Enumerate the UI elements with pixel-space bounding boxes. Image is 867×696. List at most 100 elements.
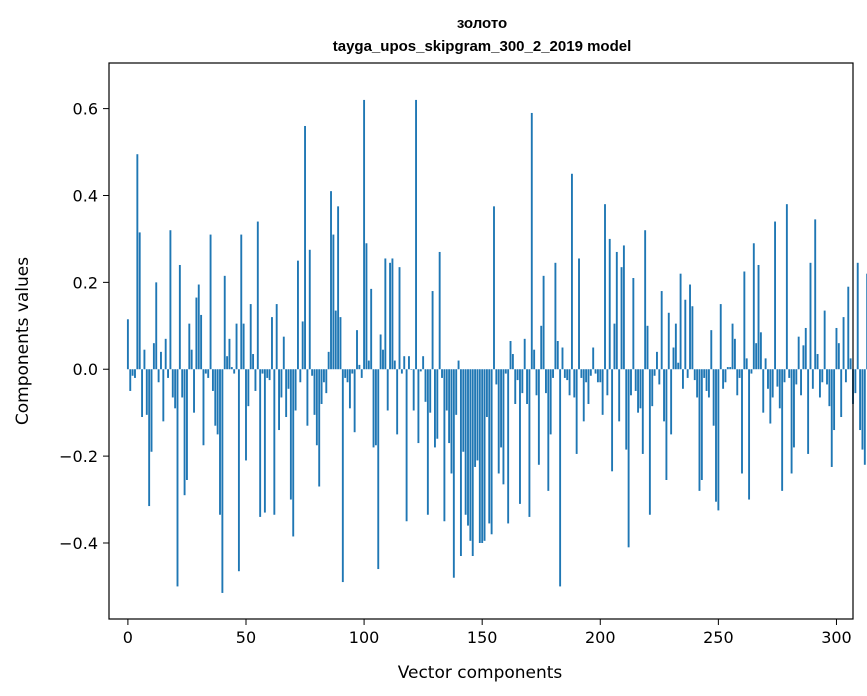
bar-15: [162, 369, 165, 422]
bar-70: [292, 369, 295, 537]
bar-249: [715, 369, 717, 502]
bar-257: [733, 338, 736, 370]
bar-203: [606, 369, 609, 396]
bar-81: [318, 369, 321, 487]
bar-308: [854, 369, 857, 394]
bar-80: [315, 369, 318, 446]
bar-123: [417, 369, 420, 444]
bar-251: [719, 304, 722, 370]
bar-299: [833, 369, 836, 431]
bar-286: [802, 345, 805, 370]
bar-120: [410, 369, 413, 370]
bar-148: [476, 369, 479, 461]
bar-158: [500, 369, 503, 448]
bar-162: [509, 341, 512, 370]
bar-130: [434, 369, 436, 448]
bar-27: [190, 349, 193, 370]
bar-246: [707, 369, 710, 398]
bar-312: [863, 369, 866, 465]
bar-283: [795, 369, 798, 385]
bar-85: [327, 351, 330, 370]
bar-186: [566, 369, 569, 381]
bar-258: [736, 369, 739, 396]
bar-84: [325, 369, 328, 394]
bar-series: [126, 99, 867, 593]
bar-94: [348, 369, 351, 409]
bar-137: [450, 369, 453, 474]
bar-270: [764, 358, 767, 370]
bar-83: [322, 369, 325, 383]
bar-264: [750, 369, 753, 374]
bar-266: [755, 343, 758, 370]
bar-305: [847, 286, 850, 370]
bar-9: [148, 369, 151, 507]
bar-276: [778, 369, 781, 409]
bar-179: [549, 369, 552, 435]
bar-182: [556, 341, 559, 370]
bar-221: [648, 369, 651, 515]
bar-157: [497, 369, 500, 474]
bar-293: [818, 369, 821, 398]
bar-297: [828, 369, 831, 407]
bar-60: [268, 369, 271, 381]
x-tick-label-300: 300: [821, 628, 852, 647]
bar-6: [141, 369, 144, 418]
bar-71: [294, 369, 297, 411]
bar-177: [545, 369, 547, 394]
bar-208: [618, 369, 621, 422]
bar-58: [263, 369, 266, 513]
bar-218: [641, 369, 644, 454]
bar-289: [809, 262, 812, 370]
bar-187: [568, 369, 571, 396]
bar-256: [731, 323, 734, 370]
bar-105: [374, 369, 377, 446]
bar-4: [136, 154, 139, 370]
bar-230: [670, 369, 673, 435]
bar-281: [790, 369, 793, 474]
bar-107: [379, 334, 382, 370]
bar-30: [197, 284, 200, 370]
bar-271: [767, 369, 769, 389]
bar-291: [814, 219, 817, 370]
bar-16: [164, 338, 167, 370]
bar-155: [493, 206, 495, 370]
bar-263: [748, 369, 751, 500]
bar-200: [599, 369, 602, 383]
bar-77: [308, 249, 311, 370]
bar-17: [167, 369, 169, 378]
bar-236: [684, 299, 687, 370]
bar-190: [575, 369, 578, 454]
bar-254: [726, 367, 729, 370]
bar-24: [183, 369, 186, 496]
bar-47: [237, 369, 240, 572]
bar-214: [632, 278, 635, 370]
bar-169: [526, 369, 528, 404]
bar-279: [785, 204, 788, 370]
bar-20: [174, 369, 177, 409]
bar-125: [422, 356, 425, 370]
bar-87: [332, 234, 335, 370]
bar-164: [514, 369, 517, 404]
bar-61: [271, 317, 273, 370]
bar-242: [698, 369, 701, 491]
bar-62: [273, 369, 276, 515]
bar-198: [594, 369, 597, 374]
bar-40: [221, 369, 224, 593]
bar-280: [788, 369, 791, 378]
y-tick-label-5: 0.6: [73, 100, 98, 119]
bar-284: [797, 336, 800, 370]
bar-134: [443, 369, 446, 522]
bar-227: [663, 369, 665, 422]
bar-176: [542, 275, 545, 370]
bar-202: [604, 204, 606, 370]
bar-309: [856, 262, 859, 370]
bar-201: [601, 369, 604, 415]
y-tick-label-3: 0.2: [73, 273, 98, 292]
bar-131: [436, 369, 439, 439]
bar-226: [660, 291, 663, 370]
bar-267: [757, 264, 760, 370]
bar-272: [769, 369, 772, 424]
bar-188: [570, 173, 573, 370]
x-tick-label-100: 100: [349, 628, 380, 647]
bar-57: [261, 369, 264, 374]
